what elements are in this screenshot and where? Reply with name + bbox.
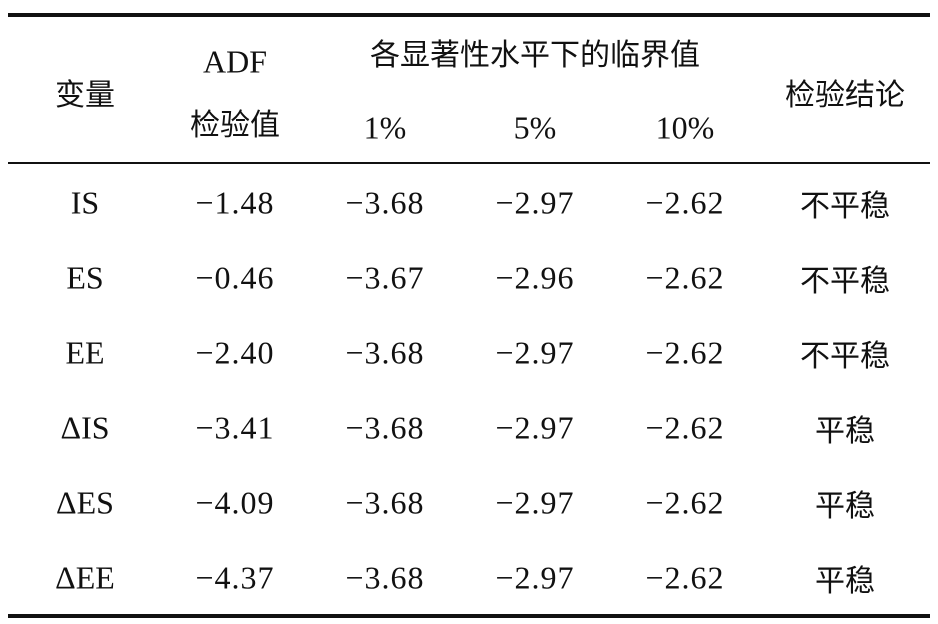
adf-value-cell: −4.09 — [195, 484, 275, 521]
critical-5-cell: −2.97 — [495, 334, 575, 371]
header-level: 10% — [655, 109, 715, 146]
header-critical: 各显著性水平下的临界值 — [370, 38, 700, 73]
critical-1-cell: −3.68 — [345, 484, 425, 521]
conclusion-cell: 不平稳 — [800, 339, 890, 374]
header-level: 5% — [513, 109, 557, 146]
critical-1-cell: −3.68 — [345, 334, 425, 371]
header-conclusion: 检验结论 — [785, 78, 905, 113]
critical-5-cell: −2.97 — [495, 484, 575, 521]
critical-1-cell: −3.68 — [345, 409, 425, 446]
critical-10-cell: −2.62 — [645, 334, 725, 371]
header-rule — [8, 162, 930, 164]
adf-value-cell: −3.41 — [195, 409, 275, 446]
critical-5-cell: −2.97 — [495, 409, 575, 446]
conclusion-cell: 不平稳 — [800, 189, 890, 224]
variable-cell: ΔIS — [60, 409, 110, 446]
critical-10-cell: −2.62 — [645, 184, 725, 221]
conclusion-cell: 平稳 — [815, 564, 875, 599]
adf-value-cell: −4.37 — [195, 559, 275, 596]
bottom-rule — [8, 614, 930, 618]
critical-10-cell: −2.62 — [645, 484, 725, 521]
conclusion-cell: 平稳 — [815, 414, 875, 449]
header-adf: ADF — [202, 43, 268, 80]
conclusion-cell: 不平稳 — [800, 264, 890, 299]
variable-cell: EE — [65, 334, 105, 371]
variable-cell: ΔEE — [55, 559, 115, 596]
critical-5-cell: −2.96 — [495, 259, 575, 296]
critical-1-cell: −3.68 — [345, 559, 425, 596]
top-rule — [8, 13, 930, 17]
header-level: 1% — [363, 109, 407, 146]
header-variable: 变量 — [55, 78, 115, 113]
adf-value-cell: −2.40 — [195, 334, 275, 371]
adf-value-cell: −1.48 — [195, 184, 275, 221]
variable-cell: ΔES — [56, 484, 114, 521]
critical-1-cell: −3.67 — [345, 259, 425, 296]
critical-10-cell: −2.62 — [645, 259, 725, 296]
conclusion-cell: 平稳 — [815, 489, 875, 524]
adf-value-cell: −0.46 — [195, 259, 275, 296]
header-adf: 检验值 — [190, 108, 280, 143]
critical-5-cell: −2.97 — [495, 559, 575, 596]
critical-10-cell: −2.62 — [645, 559, 725, 596]
variable-cell: IS — [70, 184, 100, 221]
critical-5-cell: −2.97 — [495, 184, 575, 221]
critical-10-cell: −2.62 — [645, 409, 725, 446]
variable-cell: ES — [66, 259, 104, 296]
critical-1-cell: −3.68 — [345, 184, 425, 221]
